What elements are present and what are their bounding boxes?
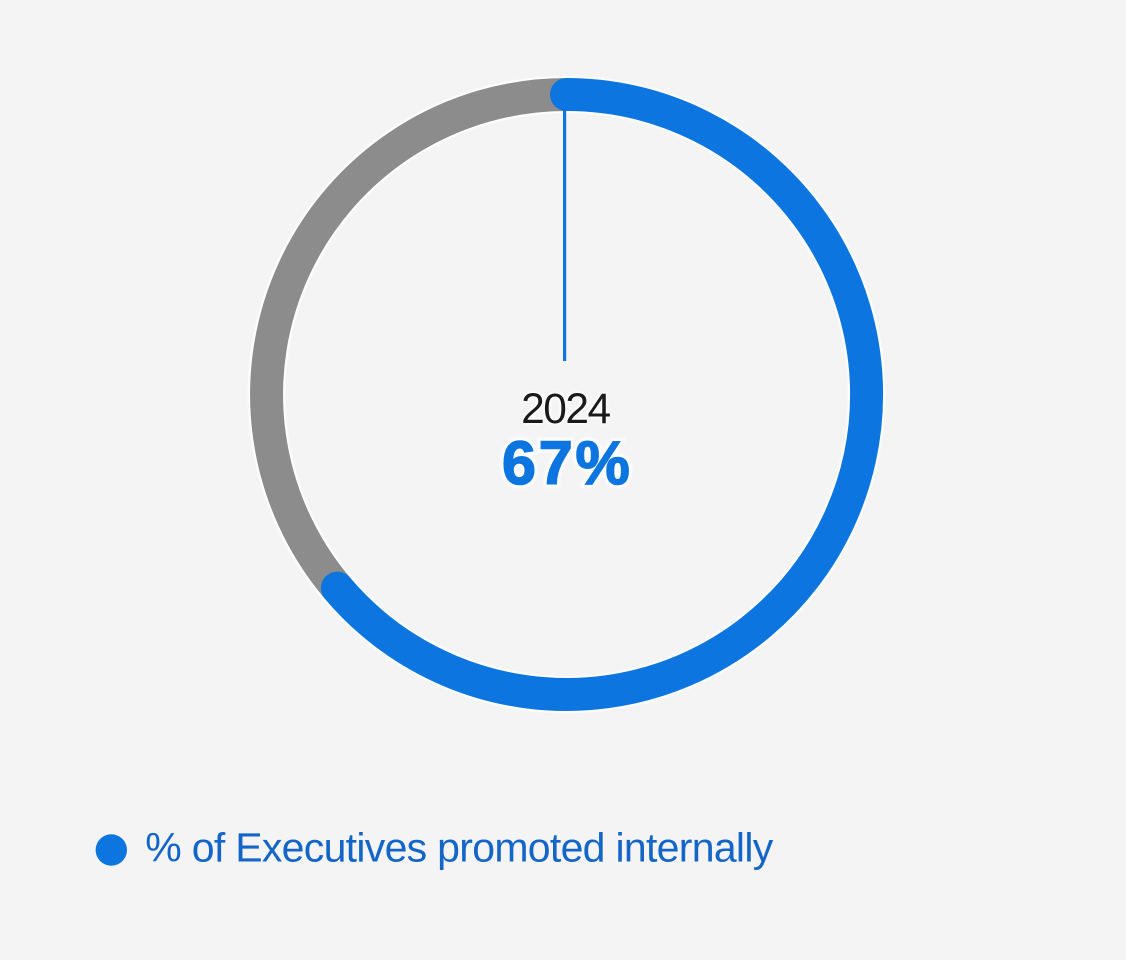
svg-text:2024: 2024 (521, 386, 610, 433)
svg-text:% of Executives promoted inter: % of Executives promoted internally (145, 825, 773, 871)
svg-text:67%: 67% (502, 429, 633, 497)
svg-text:67%: 67% (502, 429, 633, 497)
